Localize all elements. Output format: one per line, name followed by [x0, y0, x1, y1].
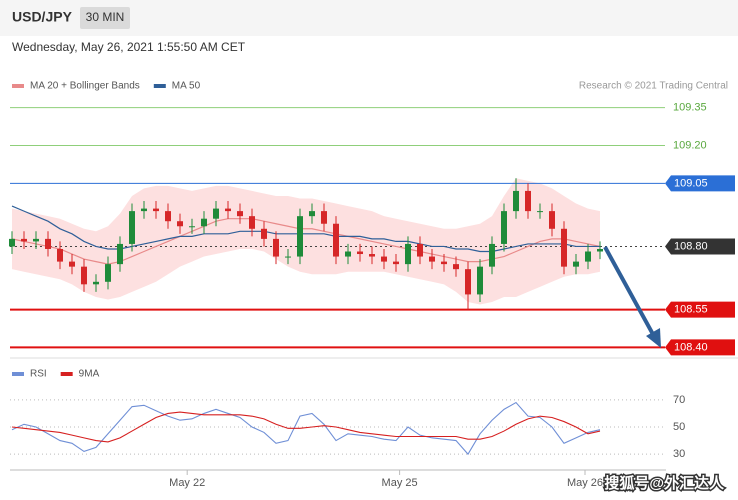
legend-label: MA 20 + Bollinger Bands: [30, 81, 140, 92]
candle-body: [405, 243, 411, 265]
candle-body: [153, 208, 159, 212]
candle-body: [249, 216, 255, 229]
level-label: 109.20: [673, 139, 707, 151]
candle-body: [21, 238, 27, 242]
level-label: 109.05: [674, 177, 708, 189]
candle-body: [321, 211, 327, 224]
legend-label: MA 50: [172, 81, 201, 92]
candle-body: [453, 264, 459, 270]
candle-body: [285, 256, 291, 258]
rsi-line: [11, 411, 601, 443]
candle-body: [477, 266, 483, 295]
level-label: 109.35: [673, 102, 707, 114]
candle-body: [33, 238, 39, 242]
candle-body: [261, 228, 267, 239]
interval: 30 MIN: [86, 10, 125, 24]
y-tick-label: 70: [673, 394, 685, 406]
rsi-line: [11, 401, 601, 456]
candle-body: [525, 190, 531, 212]
level-label: 108.80: [674, 240, 708, 252]
candle-body: [537, 211, 543, 213]
candle-body: [369, 254, 375, 257]
watermark: 搜狐号@外汇达人: [604, 474, 725, 492]
candle-body: [309, 211, 315, 217]
candle-body: [393, 261, 399, 265]
candle-body: [549, 211, 555, 229]
arrow-shaft: [603, 246, 657, 339]
candle-body: [585, 251, 591, 262]
candle-body: [297, 216, 303, 257]
candle-body: [345, 251, 351, 257]
candle-body: [489, 243, 495, 267]
candle-body: [141, 208, 147, 212]
candle-body: [573, 261, 579, 267]
x-tick-label: May 22: [169, 477, 205, 489]
symbol: USD/JPY: [12, 9, 73, 25]
interval-badge: [80, 7, 130, 29]
candle-body: [117, 243, 123, 265]
candle-body: [429, 256, 435, 262]
legend-swatch: [12, 372, 24, 376]
candle-body: [237, 211, 243, 217]
candle-body: [273, 238, 279, 257]
timestamp: Wednesday, May 26, 2021 1:55:50 AM CET: [12, 40, 246, 54]
x-tick-label: May 26: [567, 477, 603, 489]
candle-body: [69, 261, 75, 267]
candle-body: [165, 211, 171, 222]
ma-line: [11, 218, 601, 265]
candle-body: [9, 238, 15, 247]
candle-body: [225, 208, 231, 212]
level-label: 108.55: [674, 303, 708, 315]
y-tick-label: 30: [673, 448, 685, 460]
candle-body: [357, 251, 363, 255]
legend-swatch: [60, 372, 73, 376]
level-label: 108.40: [674, 341, 708, 353]
candle-body: [465, 269, 471, 295]
bollinger-band: [12, 178, 600, 305]
legend-swatch: [12, 84, 24, 88]
candle-body: [381, 256, 387, 262]
arrow-head: [646, 328, 661, 348]
candle-body: [561, 228, 567, 267]
credit: Research © 2021 Trading Central: [579, 81, 728, 92]
candle-body: [129, 211, 135, 244]
y-tick-label: 50: [673, 421, 685, 433]
level-tag: [665, 339, 735, 356]
x-tick-label: May 25: [382, 477, 418, 489]
candle-body: [201, 218, 207, 227]
candle-body: [597, 248, 603, 252]
ma-line: [11, 205, 600, 253]
legend-label: 9MA: [79, 369, 100, 380]
level-tag: [665, 175, 735, 192]
candle-body: [213, 208, 219, 219]
candle-body: [333, 223, 339, 257]
candle-body: [81, 266, 87, 285]
level-tag: [665, 238, 735, 255]
candle-body: [105, 264, 111, 282]
level-tag: [665, 301, 735, 318]
candle-body: [189, 226, 195, 228]
legend-label: RSI: [30, 369, 47, 380]
candle-body: [513, 190, 519, 212]
candle-body: [45, 238, 51, 249]
candle-body: [177, 221, 183, 227]
legend-swatch: [153, 84, 166, 88]
candle-body: [57, 248, 63, 262]
candle-body: [417, 243, 423, 257]
candle-body: [501, 211, 507, 244]
candle-body: [93, 281, 99, 285]
candle-body: [441, 261, 447, 265]
